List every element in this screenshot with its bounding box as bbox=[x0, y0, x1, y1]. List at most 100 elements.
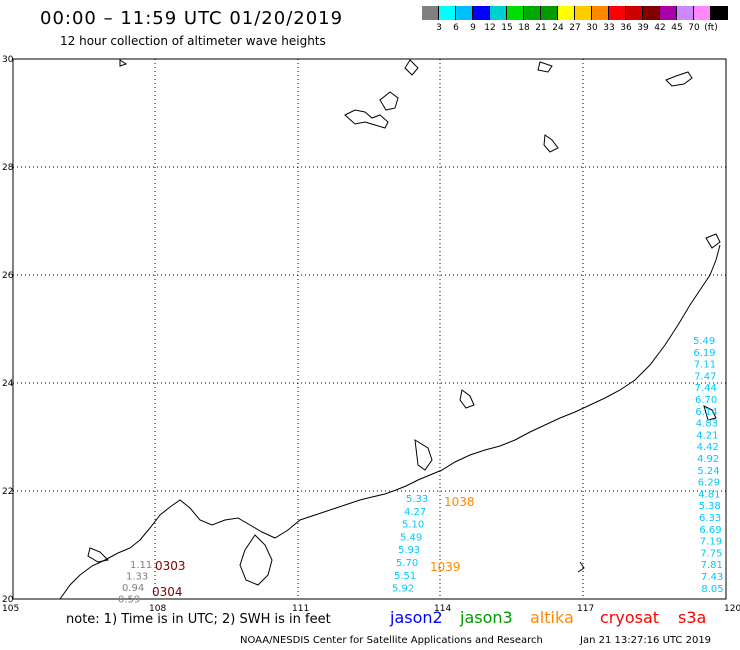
altimeter-tracks: 5.334.275.105.495.935.705.515.925.496.19… bbox=[118, 336, 724, 606]
map-frame bbox=[12, 58, 727, 600]
scale-label: 3 bbox=[436, 23, 442, 33]
scale-swatch bbox=[558, 6, 575, 20]
scale-label: 30 bbox=[586, 23, 598, 33]
y-tick-label: 24 bbox=[2, 379, 14, 389]
pass-time-label: 1039 bbox=[430, 560, 461, 574]
legend-jason2: jason2 bbox=[390, 608, 443, 627]
x-tick-label: 108 bbox=[149, 604, 166, 614]
scale-swatch bbox=[694, 6, 711, 20]
legend-jason3: jason3 bbox=[460, 608, 513, 627]
wave-height-label: 7.81 bbox=[701, 560, 723, 571]
wave-height-label: 6.33 bbox=[699, 513, 721, 524]
wave-height-label: 7.11 bbox=[694, 360, 716, 371]
scale-label: (ft) bbox=[704, 23, 718, 33]
wave-height-label: 5.49 bbox=[693, 336, 715, 347]
wave-height-label: 0.94 bbox=[122, 583, 144, 594]
wave-height-label: 4.42 bbox=[697, 442, 719, 453]
y-tick-label: 22 bbox=[2, 487, 13, 497]
pass-time-label: 0304 bbox=[152, 585, 183, 599]
wave-height-label: 7.75 bbox=[700, 548, 722, 559]
scale-swatch bbox=[677, 6, 694, 20]
scale-label: 18 bbox=[518, 23, 530, 33]
scale-label: 12 bbox=[484, 23, 496, 33]
x-tick-label: 105 bbox=[2, 604, 19, 614]
scale-label: 42 bbox=[654, 23, 666, 33]
y-tick-label: 26 bbox=[2, 271, 14, 281]
wave-height-label: 5.70 bbox=[396, 558, 418, 569]
footer-timestamp: Jan 21 13:27:16 UTC 2019 bbox=[580, 635, 712, 646]
scale-label: 6 bbox=[453, 23, 459, 33]
wave-height-label: 7.47 bbox=[694, 371, 716, 382]
y-tick-label: 20 bbox=[2, 595, 14, 605]
scale-swatch bbox=[507, 6, 524, 20]
y-tick-label: 30 bbox=[2, 55, 14, 65]
page-title: 00:00 – 11:59 UTC 01/20/2019 bbox=[40, 8, 344, 29]
x-tick-label: 114 bbox=[434, 604, 451, 614]
wave-height-label: 7.44 bbox=[695, 383, 717, 394]
wave-height-label: 6.69 bbox=[699, 525, 721, 536]
wave-height-label: 4.92 bbox=[697, 454, 719, 465]
wave-height-label: 6.70 bbox=[695, 395, 717, 406]
scale-swatch bbox=[490, 6, 507, 20]
grid-lines bbox=[13, 59, 726, 599]
x-tick-label: 111 bbox=[292, 604, 309, 614]
wave-height-label: 5.51 bbox=[394, 571, 416, 582]
coastline bbox=[59, 59, 721, 600]
scale-swatch bbox=[524, 6, 541, 20]
scale-swatch bbox=[609, 6, 626, 20]
scale-swatch bbox=[643, 6, 660, 20]
wave-height-label: 5.10 bbox=[402, 520, 424, 531]
scale-swatch bbox=[422, 6, 439, 20]
color-scale bbox=[422, 6, 728, 20]
wave-height-label: 1.33 bbox=[126, 572, 148, 583]
wave-height-label: 4.21 bbox=[696, 430, 718, 441]
scale-label: 70 bbox=[688, 23, 700, 33]
wave-height-label: 4.83 bbox=[696, 419, 718, 430]
pass-time-label: 1038 bbox=[444, 495, 475, 509]
footer-credit: NOAA/NESDIS Center for Satellite Applica… bbox=[240, 635, 543, 646]
scale-label: 15 bbox=[501, 23, 513, 33]
wave-height-label: 4.81 bbox=[698, 489, 720, 500]
pass-time-label: 0303 bbox=[155, 559, 186, 573]
scale-label: 33 bbox=[603, 23, 615, 33]
scale-swatch bbox=[473, 6, 490, 20]
wave-height-label: 5.49 bbox=[400, 532, 422, 543]
wave-height-label: 5.38 bbox=[699, 501, 721, 512]
scale-label: 39 bbox=[637, 23, 649, 33]
wave-height-label: 8.05 bbox=[701, 584, 723, 595]
scale-swatch bbox=[575, 6, 592, 20]
axis-tick-labels: 105 108 111 114 117 120 30 28 26 24 22 20 bbox=[2, 55, 740, 614]
scale-label: 45 bbox=[671, 23, 683, 33]
scale-swatch bbox=[711, 6, 728, 20]
wave-height-label: 5.93 bbox=[398, 545, 420, 556]
scale-label: 21 bbox=[535, 23, 547, 33]
scale-swatch bbox=[660, 6, 677, 20]
legend-note: note: 1) Time is in UTC; 2) SWH is in fe… bbox=[66, 612, 331, 627]
wave-height-label: 7.19 bbox=[700, 537, 722, 548]
scale-swatch bbox=[456, 6, 473, 20]
scale-swatch bbox=[626, 6, 643, 20]
wave-height-label: 4.27 bbox=[404, 507, 426, 518]
wave-height-label: 6.14 bbox=[695, 407, 717, 418]
x-tick-label: 117 bbox=[577, 604, 594, 614]
wave-height-label: 0.59 bbox=[118, 595, 140, 606]
scale-label: 24 bbox=[552, 23, 564, 33]
wave-height-label: 5.92 bbox=[392, 584, 414, 595]
wave-height-label: 5.33 bbox=[406, 494, 428, 505]
legend-altika: altika bbox=[530, 608, 574, 627]
x-tick-label: 120 bbox=[724, 604, 740, 614]
scale-swatch bbox=[439, 6, 456, 20]
page-subtitle: 12 hour collection of altimeter wave hei… bbox=[60, 34, 326, 48]
wave-height-label: 7.43 bbox=[701, 572, 723, 583]
scale-label: 9 bbox=[470, 23, 476, 33]
legend-s3a: s3a bbox=[678, 608, 707, 627]
scale-label: 36 bbox=[620, 23, 632, 33]
scale-swatch bbox=[541, 6, 558, 20]
wave-height-label: 5.24 bbox=[697, 466, 719, 477]
scale-label: 27 bbox=[569, 23, 581, 33]
wave-height-label: 6.19 bbox=[693, 348, 715, 359]
y-tick-label: 28 bbox=[2, 163, 14, 173]
legend-cryosat: cryosat bbox=[600, 608, 660, 627]
scale-swatch bbox=[592, 6, 609, 20]
